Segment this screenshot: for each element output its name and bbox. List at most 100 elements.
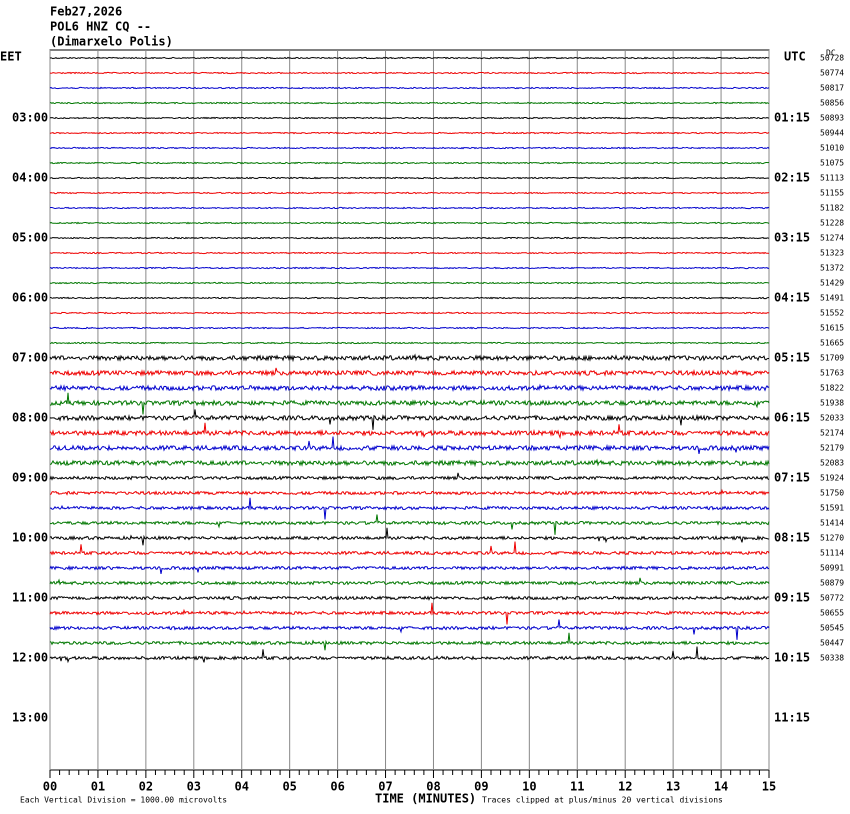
dc-offset: 51372 <box>820 264 844 273</box>
trace <box>49 266 770 270</box>
right-time: 06:15 <box>774 411 810 425</box>
dc-offset: 51414 <box>820 519 844 528</box>
dc-offset: 51113 <box>820 174 844 183</box>
dc-offset: 51182 <box>820 204 844 213</box>
trace <box>49 326 770 330</box>
dc-offset: 51615 <box>820 324 844 333</box>
left-time: 05:00 <box>12 231 48 245</box>
x-tick-label: 04 <box>235 780 249 794</box>
dc-offset: 52174 <box>820 429 844 438</box>
right-time: 05:15 <box>774 351 810 365</box>
dc-offset: 51763 <box>820 369 844 378</box>
dc-offset: 52083 <box>820 459 844 468</box>
dc-offset: 50728 <box>820 54 844 63</box>
dc-offset: 50856 <box>820 99 844 108</box>
trace <box>49 527 770 546</box>
clip-note: Traces clipped at plus/minus 20 vertical… <box>482 796 723 805</box>
trace <box>49 221 770 225</box>
dc-offset: 50817 <box>820 84 844 93</box>
trace <box>49 632 770 651</box>
x-tick-label: 10 <box>522 780 536 794</box>
dc-offset: 51429 <box>820 279 844 288</box>
dc-offset: 50447 <box>820 639 844 648</box>
left-time: 09:00 <box>12 471 48 485</box>
trace <box>49 422 770 440</box>
dc-offset: 51591 <box>820 504 844 513</box>
trace <box>49 565 770 574</box>
dc-offset: 50338 <box>820 654 844 663</box>
left-time: 12:00 <box>12 651 48 665</box>
trace <box>49 619 770 640</box>
trace <box>49 146 770 150</box>
dc-offset: 52179 <box>820 444 844 453</box>
dc-offset: 51822 <box>820 384 844 393</box>
right-time: 03:15 <box>774 231 810 245</box>
dc-offset: 51552 <box>820 309 844 318</box>
dc-offset: 50545 <box>820 624 844 633</box>
right-time: 09:15 <box>774 591 810 605</box>
trace <box>49 577 770 586</box>
x-tick-label: 07 <box>378 780 392 794</box>
x-tick-label: 05 <box>282 780 296 794</box>
dc-label: DC <box>826 49 836 58</box>
trace <box>49 541 770 556</box>
x-tick-label: 14 <box>714 780 728 794</box>
trace <box>49 191 770 195</box>
x-tick-label: 11 <box>570 780 584 794</box>
trace <box>49 497 770 520</box>
x-tick-label: 06 <box>330 780 344 794</box>
dc-offset: 51114 <box>820 549 844 558</box>
left-time: 10:00 <box>12 531 48 545</box>
trace <box>49 353 769 363</box>
left-time: 08:00 <box>12 411 48 425</box>
right-time: 08:15 <box>774 531 810 545</box>
dc-offset: 50655 <box>820 609 844 618</box>
dc-offset: 51750 <box>820 489 844 498</box>
left-time: 07:00 <box>12 351 48 365</box>
dc-offset: 51491 <box>820 294 844 303</box>
trace <box>49 101 770 105</box>
trace <box>49 206 770 210</box>
left-time: 06:00 <box>12 291 48 305</box>
dc-offset: 50774 <box>820 69 844 78</box>
left-time: 13:00 <box>12 711 48 725</box>
dc-offset: 51709 <box>820 354 844 363</box>
trace <box>49 131 770 135</box>
right-time: 04:15 <box>774 291 810 305</box>
right-zone: UTC <box>784 50 806 64</box>
right-time: 10:15 <box>774 651 810 665</box>
scale-note: Each Vertical Division = 1000.00 microvo… <box>20 796 227 805</box>
dc-offset: 50991 <box>820 564 844 573</box>
trace <box>49 383 770 393</box>
x-tick-label: 01 <box>91 780 105 794</box>
left-time: 03:00 <box>12 111 48 125</box>
dc-offset: 50893 <box>820 114 844 123</box>
trace <box>49 281 770 285</box>
right-time: 07:15 <box>774 471 810 485</box>
trace <box>50 458 770 468</box>
dc-offset: 51075 <box>820 159 844 168</box>
trace <box>50 392 770 415</box>
trace <box>49 595 770 601</box>
trace <box>49 251 770 255</box>
dc-offset: 51155 <box>820 189 844 198</box>
dc-offset: 51938 <box>820 399 844 408</box>
dc-offset: 50772 <box>820 594 844 603</box>
trace <box>49 409 770 430</box>
right-time: 01:15 <box>774 111 810 125</box>
x-tick-label: 08 <box>426 780 440 794</box>
trace <box>49 488 770 496</box>
trace <box>49 56 770 60</box>
trace <box>49 86 770 90</box>
right-time: 11:15 <box>774 711 810 725</box>
dc-offset: 51228 <box>820 219 844 228</box>
trace <box>49 71 770 75</box>
date: Feb27,2026 <box>50 5 122 19</box>
station: POL6 HNZ CQ -- <box>50 20 151 34</box>
location: (Dimarxelo Polis) <box>50 35 173 49</box>
x-tick-label: 00 <box>43 780 57 794</box>
left-time: 11:00 <box>12 591 48 605</box>
axis-title: TIME (MINUTES) <box>375 792 476 806</box>
